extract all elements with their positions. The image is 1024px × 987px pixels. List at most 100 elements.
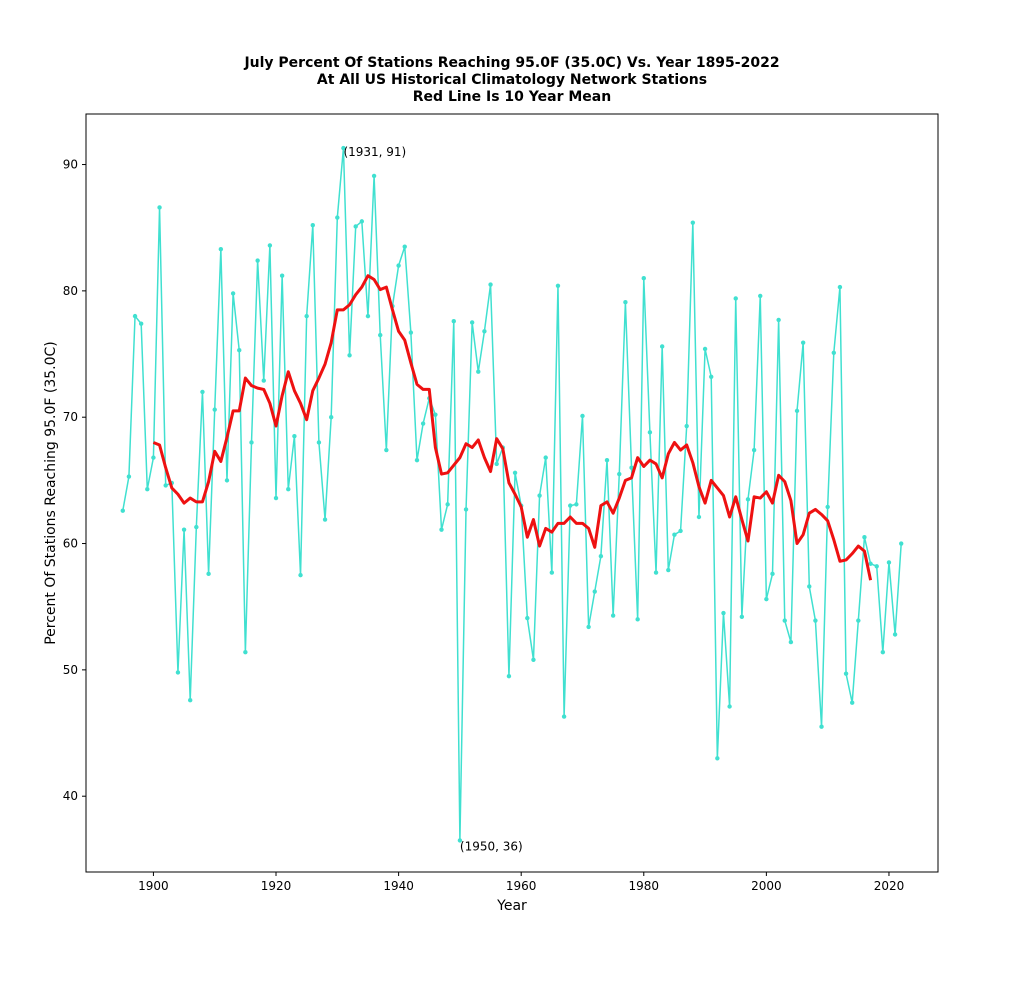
annual-point	[886, 560, 892, 565]
annual-point	[237, 348, 242, 353]
x-axis-label: Year	[496, 898, 527, 914]
annual-point	[292, 433, 297, 439]
annual-point	[733, 296, 738, 301]
y-tick-label: 50	[63, 663, 78, 677]
annual-point	[647, 430, 653, 435]
annual-point	[555, 283, 561, 289]
annual-point	[831, 350, 836, 355]
annual-point	[512, 470, 518, 475]
annual-point	[892, 632, 898, 637]
annual-point	[874, 564, 879, 569]
annual-point	[181, 527, 187, 532]
annual-point	[715, 756, 720, 761]
y-tick-label: 60	[63, 537, 78, 551]
annual-point	[849, 700, 855, 705]
annual-point	[353, 224, 358, 229]
annual-point	[469, 320, 475, 325]
mean-line	[152, 274, 873, 581]
annual-point	[880, 649, 886, 655]
y-tick-label: 80	[63, 284, 78, 298]
annual-point	[862, 535, 867, 540]
x-tick-label: 1940	[383, 879, 414, 893]
annual-point	[586, 624, 591, 630]
annual-point	[868, 561, 873, 566]
annual-point	[574, 502, 579, 507]
annual-point	[200, 389, 205, 395]
annual-point	[856, 618, 861, 623]
annual-point	[531, 657, 536, 662]
annual-point	[813, 618, 818, 623]
annual-point	[359, 219, 365, 224]
annual-point	[126, 474, 132, 479]
annual-point	[138, 321, 144, 326]
annual-point	[721, 610, 726, 616]
annual-point	[604, 457, 610, 463]
title-line-1: July Percent Of Stations Reaching 95.0F …	[243, 55, 779, 71]
annual-point	[506, 673, 512, 679]
annual-point	[825, 504, 830, 510]
annual-point	[273, 495, 279, 501]
annotation-max: (1931, 91)	[343, 145, 406, 159]
annual-point	[549, 570, 555, 575]
annual-point	[151, 455, 156, 460]
annual-point	[666, 567, 671, 573]
annual-point	[328, 415, 334, 420]
annual-point	[764, 596, 769, 602]
annual-point	[396, 263, 401, 268]
annual-point	[727, 704, 732, 709]
annual-point	[807, 584, 812, 589]
x-tick-label: 1980	[629, 879, 660, 893]
annual-point	[188, 697, 193, 703]
annual-point	[335, 215, 340, 220]
annual-point	[267, 243, 273, 248]
plot-area: (1931, 91) (1950, 36)	[120, 145, 904, 854]
annual-point	[819, 724, 824, 729]
annual-point	[580, 413, 585, 419]
annual-point	[684, 423, 689, 429]
annual-point	[751, 447, 757, 453]
annual-point	[794, 408, 800, 414]
annual-point	[482, 329, 487, 334]
annual-point	[494, 461, 499, 467]
annual-point	[120, 508, 125, 513]
y-tick-label: 90	[63, 158, 78, 172]
annual-point	[218, 246, 224, 252]
annual-point	[451, 318, 456, 324]
annual-point	[371, 173, 377, 179]
annual-point	[341, 145, 346, 151]
x-tick-label: 1960	[506, 879, 537, 893]
annual-point	[629, 465, 634, 470]
annual-point	[310, 222, 315, 228]
x-tick-label: 1900	[138, 879, 169, 893]
annual-point	[261, 378, 266, 383]
annual-point	[408, 330, 414, 335]
annual-point	[439, 527, 444, 532]
annual-point	[641, 276, 646, 281]
annual-point	[635, 617, 640, 622]
annual-point	[378, 332, 383, 338]
annual-point	[230, 291, 236, 296]
annual-point	[476, 369, 481, 374]
annual-point	[279, 273, 285, 278]
annual-point	[837, 284, 843, 290]
annual-point	[145, 487, 150, 492]
annual-point	[414, 457, 420, 463]
annual-point	[702, 346, 708, 352]
x-tick-label: 2020	[874, 879, 905, 893]
y-axis: 40 50 60 70 80 90	[63, 158, 86, 803]
annual-point	[525, 615, 530, 621]
annual-point	[175, 670, 181, 675]
annual-point	[659, 344, 665, 349]
annual-point	[365, 313, 371, 319]
annual-point	[488, 282, 493, 287]
title-line-3: Red Line Is 10 Year Mean	[413, 89, 611, 105]
chart-title: July Percent Of Stations Reaching 95.0F …	[243, 55, 779, 105]
annual-point	[457, 838, 463, 843]
y-tick-label: 40	[63, 789, 78, 803]
annual-point	[776, 317, 781, 323]
y-axis-label: Percent Of Stations Reaching 95.0F (35.0…	[43, 341, 59, 645]
annual-point	[420, 421, 426, 426]
annual-point	[653, 570, 659, 575]
annual-point	[445, 502, 450, 507]
annual-point	[598, 553, 604, 559]
